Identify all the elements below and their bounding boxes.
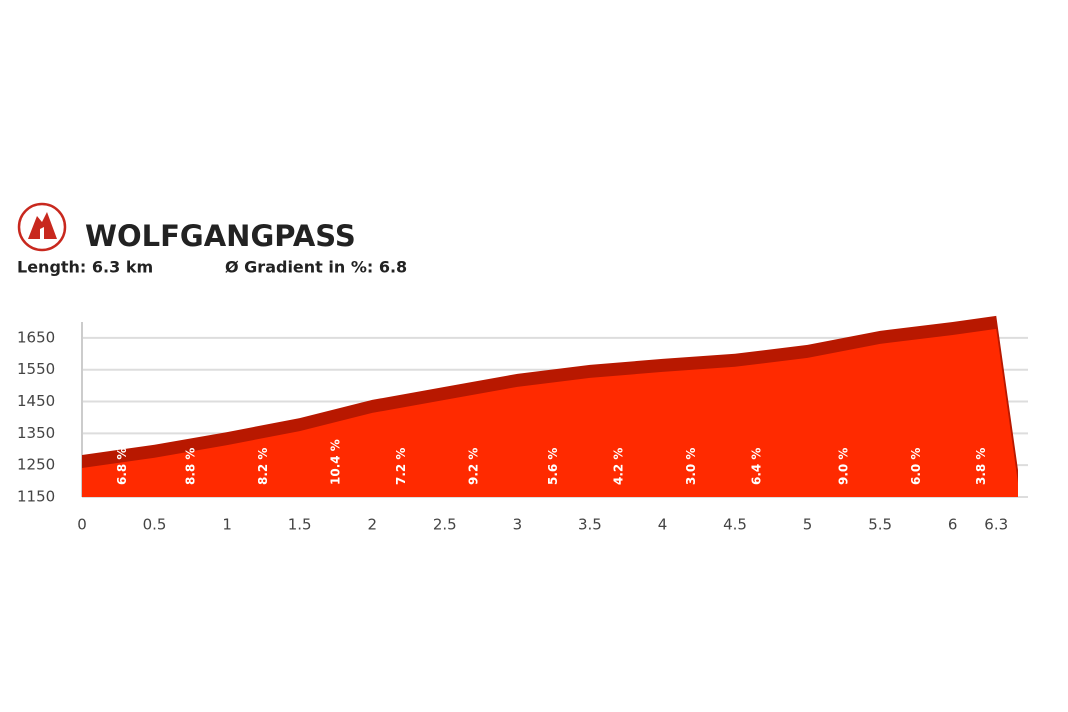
- profile-front: [82, 328, 1018, 497]
- x-tick-label: 2.5: [433, 516, 457, 534]
- gradient-label: 6.0 %: [909, 448, 923, 485]
- pass-icon: [17, 202, 67, 252]
- gradient-label: 8.8 %: [183, 448, 197, 485]
- gradient-label: 8.2 %: [256, 448, 270, 485]
- x-tick-label: 3: [513, 516, 523, 534]
- gradient-label: 6.4 %: [749, 448, 763, 485]
- gradient-label: 6.8 %: [115, 448, 129, 485]
- x-tick-label: 4.5: [723, 516, 747, 534]
- x-tick-label: 3.5: [578, 516, 602, 534]
- x-tick-label: 6.3: [984, 516, 1008, 534]
- gradient-label: 4.2 %: [611, 448, 625, 485]
- y-tick-label: 1450: [17, 392, 55, 410]
- gradient-label: 9.2 %: [466, 448, 480, 485]
- gradient-label: 3.8 %: [974, 448, 988, 485]
- gradient-label: 7.2 %: [394, 448, 408, 485]
- y-tick-label: 1650: [17, 328, 55, 346]
- x-tick-label: 1.5: [288, 516, 312, 534]
- x-tick-label: 1: [222, 516, 232, 534]
- x-tick-label: 4: [658, 516, 668, 534]
- y-tick-label: 1150: [17, 488, 55, 506]
- gradient-label: 9.0 %: [836, 448, 850, 485]
- gradient-label: 10.4 %: [328, 439, 342, 485]
- y-tick-label: 1350: [17, 424, 55, 442]
- x-tick-label: 6: [948, 516, 958, 534]
- subtitle: Length: 6.3 km: [17, 258, 153, 277]
- gradient-label: 5.6 %: [546, 448, 560, 485]
- x-tick-label: 0: [77, 516, 87, 534]
- x-tick-label: 0.5: [143, 516, 167, 534]
- chart-title: WOLFGANGPASS: [85, 219, 356, 253]
- y-tick-label: 1250: [17, 456, 55, 474]
- x-tick-label: 5.5: [868, 516, 892, 534]
- gradient-label: 3.0 %: [684, 448, 698, 485]
- x-tick-label: 2: [367, 516, 377, 534]
- subtitle: Ø Gradient in %: 6.8: [225, 258, 407, 277]
- y-tick-label: 1550: [17, 360, 55, 378]
- x-tick-label: 5: [803, 516, 813, 534]
